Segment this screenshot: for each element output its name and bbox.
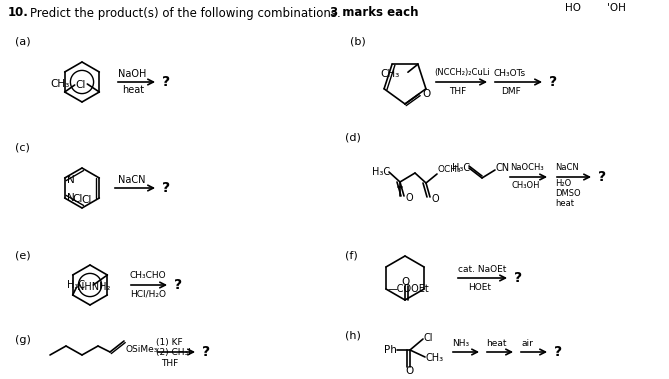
Text: THF: THF <box>161 359 178 368</box>
Text: Cl: Cl <box>76 80 86 90</box>
Text: HCl/H₂O: HCl/H₂O <box>130 290 166 299</box>
Text: DMSO: DMSO <box>555 190 581 199</box>
Text: (b): (b) <box>350 37 366 47</box>
Text: ?: ? <box>162 75 170 89</box>
Text: NaOCH₃: NaOCH₃ <box>510 163 544 172</box>
Text: Cl: Cl <box>424 333 434 343</box>
Text: O: O <box>422 89 430 99</box>
Text: Ph: Ph <box>384 345 397 355</box>
Text: (c): (c) <box>15 143 30 153</box>
Text: CH₃: CH₃ <box>426 353 444 363</box>
Text: air: air <box>522 338 534 348</box>
Text: OSiMe₃: OSiMe₃ <box>126 345 159 354</box>
Text: (a): (a) <box>15 37 31 47</box>
Text: O: O <box>431 194 439 204</box>
Text: heat: heat <box>486 338 506 348</box>
Text: heat: heat <box>122 85 144 95</box>
Text: 10.: 10. <box>8 6 29 19</box>
Text: 3 marks each: 3 marks each <box>330 6 419 19</box>
Text: DMF: DMF <box>501 88 520 97</box>
Text: O: O <box>405 366 413 376</box>
Text: ?: ? <box>554 345 562 359</box>
Text: ?: ? <box>598 170 606 184</box>
Text: THF: THF <box>449 88 466 97</box>
Text: 'OH: 'OH <box>607 3 626 13</box>
Text: O: O <box>405 193 413 203</box>
Text: —COOEt: —COOEt <box>388 284 429 294</box>
Text: OCH₃: OCH₃ <box>437 166 461 174</box>
Text: ?: ? <box>162 181 170 195</box>
Text: Predict the product(s) of the following combinations.: Predict the product(s) of the following … <box>30 6 341 19</box>
Text: NaCN: NaCN <box>118 175 145 185</box>
Text: ?: ? <box>549 75 557 89</box>
Text: cat. NaOEt: cat. NaOEt <box>458 265 506 274</box>
Text: ?: ? <box>514 271 522 285</box>
Text: H₃C: H₃C <box>372 167 390 177</box>
Text: H₂O: H₂O <box>555 180 571 188</box>
Text: ?: ? <box>202 345 210 359</box>
Text: H₃C: H₃C <box>452 163 470 173</box>
Text: (2) CH₃I: (2) CH₃I <box>156 348 191 357</box>
Text: CH₃: CH₃ <box>50 79 70 89</box>
Text: (NCCH₂)₂CuLi: (NCCH₂)₂CuLi <box>434 69 490 77</box>
Text: CN: CN <box>495 163 509 173</box>
Text: NHNH₂: NHNH₂ <box>77 282 110 292</box>
Text: Cl: Cl <box>82 195 92 205</box>
Text: N: N <box>67 175 74 185</box>
Text: NH₃: NH₃ <box>452 338 469 348</box>
Text: Cl: Cl <box>73 194 83 204</box>
Text: (1) KF: (1) KF <box>156 338 183 346</box>
Text: NaCN: NaCN <box>555 163 579 172</box>
Text: O: O <box>402 277 410 287</box>
Text: CH₃OTs: CH₃OTs <box>494 69 526 77</box>
Text: CH₃: CH₃ <box>381 69 400 79</box>
Text: HO: HO <box>565 3 581 13</box>
Text: (f): (f) <box>345 250 358 260</box>
Text: (d): (d) <box>345 133 361 143</box>
Text: ?: ? <box>174 278 182 292</box>
Text: CH₃OH: CH₃OH <box>512 182 541 191</box>
Text: (e): (e) <box>15 250 31 260</box>
Text: NaOH: NaOH <box>118 69 147 79</box>
Text: CH₃CHO: CH₃CHO <box>130 271 167 280</box>
Text: (g): (g) <box>15 335 31 345</box>
Text: N: N <box>67 193 74 203</box>
Text: HOEt: HOEt <box>468 283 491 293</box>
Text: heat: heat <box>555 199 574 208</box>
Text: (h): (h) <box>345 330 361 340</box>
Text: H₃C: H₃C <box>67 280 86 290</box>
